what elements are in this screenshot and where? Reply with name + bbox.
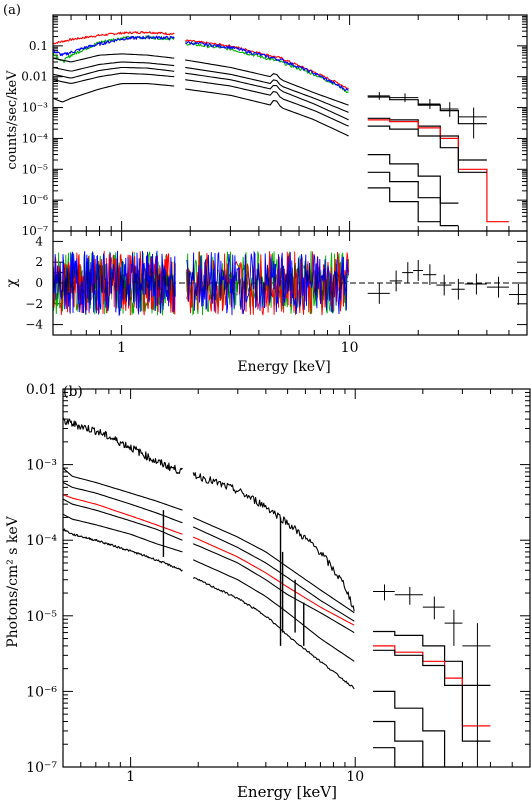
panel-a-series-0-line [184, 39, 349, 90]
panel-b-series-3-line [62, 494, 183, 535]
panel-b-y-tick-label: 10⁻³ [26, 458, 57, 474]
panel-a-y-tick-label: 10⁻³ [22, 101, 49, 115]
panel-b-hard-model-step-4 [373, 720, 445, 768]
panel-a-y-tick-label: 10⁻⁷ [22, 224, 49, 238]
panel-b-series-4-line [62, 498, 183, 541]
panel-a-residual-frame [52, 230, 528, 336]
panel-a-series-2-line [185, 40, 349, 91]
panel-a-y-tick-label: 0.01 [21, 70, 48, 84]
panel-a-res-y-tick-label: 4 [35, 234, 43, 248]
panel-a-res-y-tick-label: 2 [35, 255, 43, 269]
panel-a-hard-model-step-3 [367, 125, 487, 173]
panel-a-hard-model-step-5 [367, 171, 459, 227]
panel-a-series-1-line [185, 42, 349, 94]
panel-a-spectrum-plot: 0.1 0.01 10⁻³ 10⁻⁴ 10⁻⁵ 10⁻⁶ 10⁻⁷ [21, 14, 528, 238]
panel-b-hard-model-step-2 [373, 649, 491, 742]
panel-a-series-7-line [52, 83, 175, 103]
panel-a-residual-plot: 1 10 4 2 0 −2 −4 [25, 231, 528, 356]
panel-b-xlabel: Energy [keV] [237, 783, 337, 801]
panel-a-res-trace-2 [52, 250, 176, 317]
panel-b-hard-model-step-3 [373, 690, 463, 768]
panel-a-res-trace-black [185, 264, 349, 302]
panel-a-res-trace-2 [185, 250, 350, 316]
panel-b-y-tick-label: 10⁻⁴ [26, 533, 57, 549]
panel-b-series-0-line [192, 472, 355, 612]
panel-b-series-0-line [62, 416, 183, 475]
panel-a-series-3-line [185, 59, 349, 106]
panel-a-res-trace-black [52, 264, 176, 302]
panel-b-series-3-line [192, 536, 355, 626]
panel-b-series-5-line [192, 559, 355, 662]
panel-b-series-6-line [62, 528, 183, 572]
panel-b-series-2-line [62, 482, 183, 524]
panel-a-res-x-tick-label: 10 [341, 340, 359, 356]
panel-a-res-y-tick-label: −4 [25, 318, 43, 332]
panel-b-x-tick-label: 10 [346, 769, 364, 785]
panel-a-frame [52, 14, 528, 232]
panel-a-res-x-tick-label: 1 [117, 340, 126, 356]
panel-b-series-2-line [192, 526, 355, 622]
panel-a-hard-model-step-2 [367, 119, 509, 223]
panel-a-ylabel: counts/sec/keV [5, 70, 20, 170]
panel-b-y-tick-label: 10⁻⁷ [26, 760, 57, 776]
panel-a-hard-model-step-1 [367, 117, 487, 161]
panel-a-xlabel: Energy [keV] [237, 359, 330, 375]
panel-a-y-tick-label: 10⁻⁴ [22, 131, 49, 145]
panel-b-hard-model-step-0 [373, 630, 491, 686]
panel-a-series-5-line [185, 72, 349, 121]
panel-b-hard-model-step-5 [373, 747, 423, 768]
panel-b-y-tick-label: 10⁻⁶ [26, 684, 57, 700]
panel-a-series-4-line [185, 66, 349, 113]
panel-a-series-6-line [185, 79, 349, 127]
panel-a-y-tick-label: 10⁻⁵ [22, 162, 49, 176]
panel-a-series-3-line [52, 53, 175, 63]
panel-b-ylabel: Photons/cm² s keV [5, 515, 21, 647]
panel-b-series-4-line [192, 543, 355, 634]
panel-b-series-1-line [192, 516, 355, 614]
panel-a-y-tick-label: 10⁻⁶ [22, 193, 49, 207]
panel-b-series-6-line [192, 577, 355, 690]
panel-b-x-tick-label: 1 [126, 769, 135, 785]
panel-b-series-1-line [62, 467, 183, 511]
panel-a-series-0-line [52, 30, 175, 45]
panel-a-res-y-tick-label: −2 [25, 297, 43, 311]
panel-a-series-5-line [52, 66, 175, 79]
panel-a-series-2-line [52, 35, 175, 57]
panel-a-hard-model-step-6 [367, 187, 441, 223]
panel-a-residual-ylabel: χ [4, 278, 20, 287]
panel-a-series-4-line [52, 61, 175, 72]
panel-a-label: (a) [3, 3, 21, 18]
panel-a-series-1-line [52, 35, 175, 63]
panel-a-res-y-tick-label: 0 [35, 276, 43, 290]
panel-b-frame [62, 388, 531, 768]
panel-b-y-tick-label: 10⁻⁵ [26, 609, 57, 625]
panel-a-hard-model-step-4 [367, 154, 459, 204]
panel-b-y-tick-label: 0.01 [26, 382, 57, 398]
panel-a-series-6-line [52, 72, 175, 84]
panel-a-series-7-line [185, 88, 349, 137]
panel-b-series-5-line [62, 513, 183, 553]
panel-b-unfolded-plot: 1 10 0.01 10⁻³ 10⁻⁴ 10⁻⁵ 10⁻⁶ 10⁻⁷ [26, 382, 531, 785]
panel-a-y-tick-label: 0.1 [29, 39, 48, 53]
